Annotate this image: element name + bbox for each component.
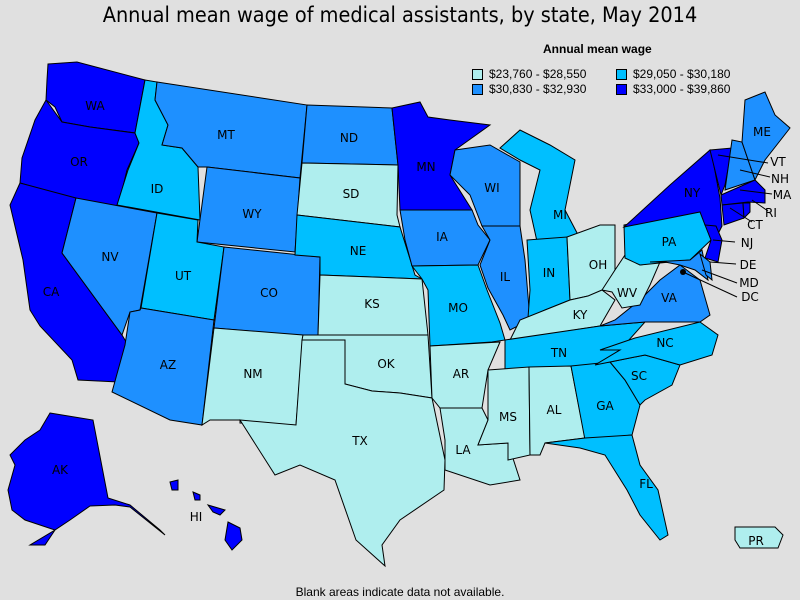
label-ND: ND xyxy=(340,131,358,145)
state-AZ[interactable] xyxy=(111,307,215,426)
state-HI-4[interactable] xyxy=(224,521,243,551)
label-HI: HI xyxy=(190,510,203,524)
label-DC: DC xyxy=(741,290,759,304)
state-IL[interactable] xyxy=(479,225,531,331)
state-NC[interactable] xyxy=(594,321,719,366)
label-KY: KY xyxy=(573,308,588,322)
legend-swatch xyxy=(472,83,483,95)
label-AL: AL xyxy=(547,403,562,417)
state-PR[interactable] xyxy=(734,526,784,549)
state-VT[interactable] xyxy=(709,147,733,197)
state-NJ[interactable] xyxy=(704,224,723,263)
state-NY[interactable] xyxy=(622,149,723,239)
state-CT[interactable] xyxy=(721,202,745,226)
label-CO: CO xyxy=(260,286,278,300)
legend-swatch xyxy=(616,83,627,95)
label-PR: PR xyxy=(748,534,764,548)
legend-label: $29,050 - $30,180 xyxy=(633,67,731,81)
label-MN: MN xyxy=(416,160,435,174)
legend-item-3: $30,830 - $32,930 xyxy=(472,82,586,96)
label-IA: IA xyxy=(436,230,449,244)
label-NJ: NJ xyxy=(741,236,754,250)
label-MD: MD xyxy=(739,276,759,290)
legend-item-1: $23,760 - $28,550 xyxy=(472,67,586,81)
legend-item-2: $29,050 - $30,180 xyxy=(616,67,730,81)
state-MD[interactable] xyxy=(649,249,709,282)
label-NM: NM xyxy=(243,367,262,381)
legend-label: $33,000 - $39,860 xyxy=(633,82,731,96)
label-AZ: AZ xyxy=(160,358,176,372)
label-MT: MT xyxy=(217,128,235,142)
state-HI-3[interactable] xyxy=(206,504,226,516)
label-IL: IL xyxy=(500,270,511,284)
label-VA: VA xyxy=(661,291,677,305)
legend-label: $23,760 - $28,550 xyxy=(489,67,587,81)
state-LA[interactable] xyxy=(439,407,521,486)
label-NY: NY xyxy=(684,186,701,200)
label-FL: FL xyxy=(639,477,653,491)
label-WY: WY xyxy=(242,207,262,221)
label-GA: GA xyxy=(596,399,614,413)
chart-title: Annual mean wage of medical assistants, … xyxy=(102,3,698,27)
label-AK: AK xyxy=(52,463,69,477)
legend-item-4: $33,000 - $39,860 xyxy=(616,82,730,96)
label-RI: RI xyxy=(765,206,777,220)
label-IN: IN xyxy=(543,266,556,280)
label-CT: CT xyxy=(747,218,763,232)
label-TX: TX xyxy=(351,434,368,448)
label-UT: UT xyxy=(175,269,192,283)
label-NC: NC xyxy=(656,336,673,350)
state-FL[interactable] xyxy=(544,434,669,541)
state-ME[interactable] xyxy=(741,91,791,182)
label-MI: MI xyxy=(553,208,567,222)
label-NV: NV xyxy=(101,250,119,264)
label-MA: MA xyxy=(773,188,792,202)
state-IA[interactable] xyxy=(399,209,491,267)
label-NH: NH xyxy=(771,172,789,186)
label-OH: OH xyxy=(589,258,607,272)
state-RI[interactable] xyxy=(742,202,751,220)
state-AK-shape[interactable] xyxy=(7,412,166,546)
label-OR: OR xyxy=(70,155,88,169)
label-ME: ME xyxy=(753,125,771,139)
label-CA: CA xyxy=(43,285,60,299)
legend-swatch xyxy=(616,68,627,80)
state-DE[interactable] xyxy=(699,252,713,282)
label-MO: MO xyxy=(448,301,468,315)
label-LA: LA xyxy=(455,443,471,457)
label-SD: SD xyxy=(343,187,360,201)
label-MS: MS xyxy=(499,410,517,424)
state-TX[interactable] xyxy=(239,339,446,568)
legend-swatch xyxy=(472,68,483,80)
legend-label: $30,830 - $32,930 xyxy=(489,82,587,96)
label-PA: PA xyxy=(662,235,677,249)
legend-title: Annual mean wage xyxy=(543,42,652,56)
footnote: Blank areas indicate data not available. xyxy=(295,585,505,599)
label-NE: NE xyxy=(350,244,367,258)
label-WI: WI xyxy=(484,181,499,195)
state-HI-2[interactable] xyxy=(192,491,201,501)
state-HI-1[interactable] xyxy=(169,479,179,491)
label-TN: TN xyxy=(550,346,567,360)
label-KS: KS xyxy=(364,297,380,311)
label-SC: SC xyxy=(631,369,647,383)
label-WV: WV xyxy=(617,286,638,300)
label-DE: DE xyxy=(740,258,757,272)
state-VA[interactable] xyxy=(599,264,711,327)
callout-lines xyxy=(682,154,773,298)
state-MO[interactable] xyxy=(410,264,506,347)
label-AR: AR xyxy=(453,367,470,381)
label-WA: WA xyxy=(85,99,105,113)
label-OK: OK xyxy=(377,357,395,371)
state-SD[interactable] xyxy=(296,162,401,228)
label-VT: VT xyxy=(770,155,786,169)
label-ID: ID xyxy=(151,182,164,196)
